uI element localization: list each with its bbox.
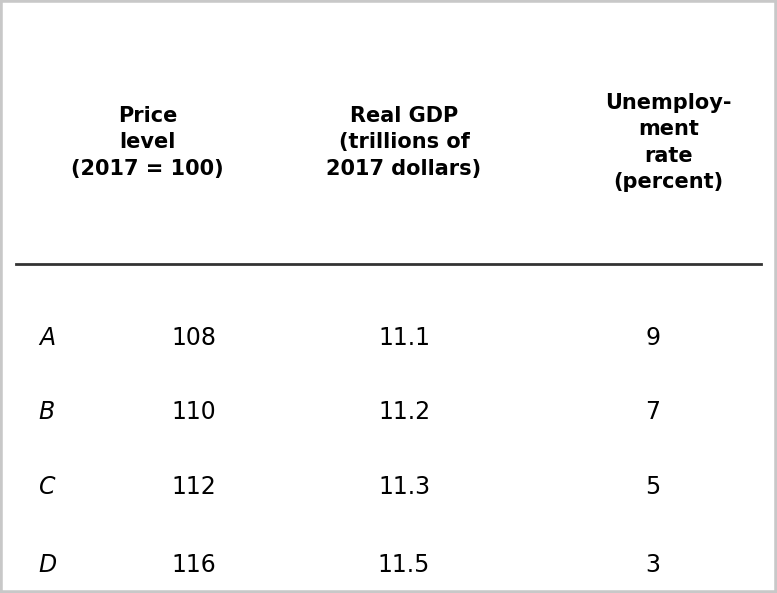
Text: 110: 110 bbox=[171, 400, 216, 424]
Text: 9: 9 bbox=[645, 326, 660, 350]
Text: 116: 116 bbox=[171, 553, 216, 576]
Text: C: C bbox=[39, 476, 55, 499]
Text: 5: 5 bbox=[645, 476, 660, 499]
Text: Real GDP
(trillions of
2017 dollars): Real GDP (trillions of 2017 dollars) bbox=[326, 106, 482, 178]
Text: D: D bbox=[39, 553, 57, 576]
Text: 108: 108 bbox=[171, 326, 216, 350]
Text: 3: 3 bbox=[645, 553, 660, 576]
Text: 11.5: 11.5 bbox=[378, 553, 430, 576]
Text: 11.3: 11.3 bbox=[378, 476, 430, 499]
Text: 11.1: 11.1 bbox=[378, 326, 430, 350]
Text: 11.2: 11.2 bbox=[378, 400, 430, 424]
Text: 112: 112 bbox=[171, 476, 216, 499]
Text: Price
level
(2017 = 100): Price level (2017 = 100) bbox=[71, 106, 224, 178]
Text: 7: 7 bbox=[645, 400, 660, 424]
Text: Unemploy-
ment
rate
(percent): Unemploy- ment rate (percent) bbox=[605, 93, 731, 192]
Text: B: B bbox=[39, 400, 55, 424]
Text: A: A bbox=[39, 326, 55, 350]
